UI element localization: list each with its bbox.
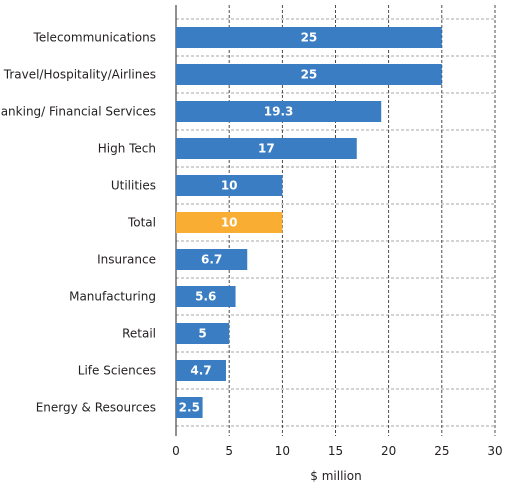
bar-energy-resources: [176, 397, 203, 418]
data-label: 17: [258, 142, 275, 156]
bar-travel-hospitality-airlines: [176, 64, 442, 85]
category-label: Utilities: [111, 179, 156, 193]
bar-retail: [176, 323, 230, 344]
data-label: 5: [198, 327, 206, 341]
bar-telecommunications: [176, 27, 442, 48]
x-tick-label: 0: [172, 444, 180, 458]
data-label: 10: [221, 216, 238, 230]
category-label: Travel/Hospitality/Airlines: [3, 68, 156, 82]
x-tick-label: 30: [487, 444, 502, 458]
category-label: Banking/ Financial Services: [0, 105, 156, 119]
data-label: 2.5: [179, 401, 200, 415]
category-label: High Tech: [98, 142, 156, 156]
data-label: 19.3: [264, 105, 294, 119]
bar-high-tech: [176, 138, 357, 159]
category-labels: Telecommunications Travel/Hospitality/Air…: [0, 31, 156, 415]
x-tick-label: 15: [328, 444, 343, 458]
data-label: 4.7: [190, 364, 211, 378]
bar-insurance: [176, 249, 248, 270]
data-label: 5.6: [195, 290, 216, 304]
bar-manufacturing: [176, 286, 236, 307]
x-axis-ticks: 0 5 10 15 20 25 30: [172, 444, 502, 458]
category-label: Life Sciences: [78, 364, 156, 378]
x-axis-title: $ million: [310, 469, 361, 483]
x-tick-label: 5: [225, 444, 233, 458]
bar-utilities: [176, 175, 283, 196]
bars: 25 25 19.3 17 10 10 6.7 5.6 5 4.7 2.5: [176, 27, 442, 418]
x-tick-label: 25: [434, 444, 449, 458]
category-label: Insurance: [97, 253, 156, 267]
category-label: Energy & Resources: [36, 401, 156, 415]
data-label: 25: [301, 31, 318, 45]
data-label: 25: [301, 68, 318, 82]
bar-total: [176, 212, 283, 233]
bar-life-sciences: [176, 360, 226, 381]
data-label: 10: [221, 179, 238, 193]
bar-banking-financial-services: [176, 101, 382, 122]
category-label: Telecommunications: [33, 31, 156, 45]
category-label: Total: [127, 216, 156, 230]
x-tick-label: 10: [275, 444, 290, 458]
category-label: Manufacturing: [69, 290, 156, 304]
category-label: Retail: [122, 327, 156, 341]
x-tick-label: 20: [381, 444, 396, 458]
data-label: 6.7: [201, 253, 222, 267]
